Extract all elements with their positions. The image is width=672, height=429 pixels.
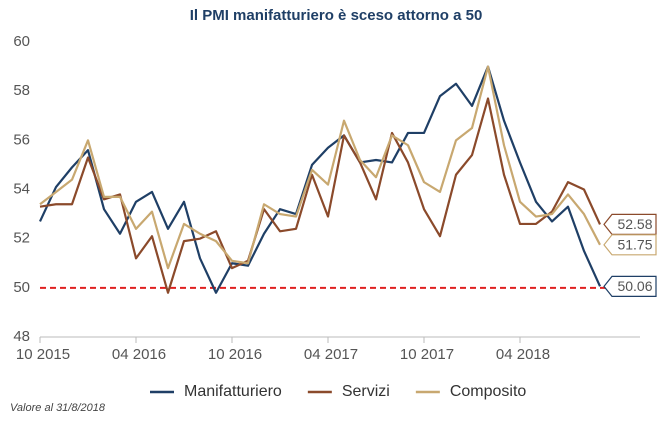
y-tick-label: 50 [13,279,30,296]
legend-label: Composito [450,383,527,400]
y-tick-label: 52 [13,230,30,247]
series-line [39,65,601,270]
y-tick-label: 48 [13,328,30,345]
y-tick-label: 54 [13,180,30,197]
y-tick-label: 60 [13,33,30,50]
value-label-box [603,275,657,297]
series-line [39,97,601,294]
y-tick-label: 56 [13,131,30,148]
x-tick-label: 10 2015 [16,346,70,363]
chart-title: Il PMI manifatturiero è sceso attorno a … [190,7,483,24]
legend-label: Manifatturiero [184,383,282,400]
y-tick-label: 58 [13,82,30,99]
x-tick-label: 10 2017 [400,346,454,363]
x-tick-label: 10 2016 [208,346,262,363]
value-label: 52.58 [617,216,652,232]
value-label: 51.75 [617,237,652,253]
x-tick-label: 04 2017 [304,346,358,363]
footnote: Valore al 31/8/2018 [10,402,106,414]
x-tick-label: 04 2016 [112,346,166,363]
value-label: 50.06 [617,278,652,294]
value-label-box [603,234,657,256]
x-tick-label: 04 2018 [496,346,550,363]
series-line [39,65,602,294]
legend-label: Servizi [342,383,390,400]
value-label-box [603,213,657,236]
